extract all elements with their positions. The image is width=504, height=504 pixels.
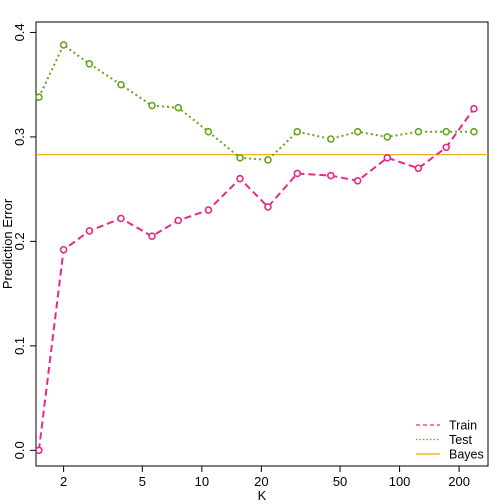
data-point-train bbox=[174, 216, 183, 225]
x-tick-label: 10 bbox=[195, 474, 209, 489]
y-tick-label: 0.2 bbox=[12, 232, 27, 250]
data-point-test bbox=[353, 127, 362, 136]
data-point-test bbox=[236, 154, 244, 162]
data-point-train bbox=[327, 171, 335, 180]
data-point-test bbox=[470, 127, 478, 136]
data-point-train bbox=[236, 174, 244, 183]
data-point-test bbox=[204, 127, 213, 136]
x-tick-label: 20 bbox=[254, 474, 268, 489]
y-tick-label: 0.0 bbox=[12, 441, 27, 459]
data-point-test bbox=[264, 156, 272, 164]
data-point-test bbox=[327, 135, 335, 143]
data-point-test bbox=[293, 127, 302, 136]
data-point-train bbox=[148, 232, 156, 240]
data-point-train bbox=[293, 169, 302, 178]
data-point-train bbox=[204, 206, 213, 214]
x-axis: 2 5 10 20 50 100 200 bbox=[60, 466, 470, 489]
data-point-train bbox=[383, 154, 392, 162]
x-tick-label: 5 bbox=[139, 474, 146, 489]
data-point-train bbox=[414, 164, 423, 173]
x-axis-label: K bbox=[258, 488, 267, 503]
series-line-train bbox=[37, 108, 475, 451]
x-tick-label: 100 bbox=[389, 474, 411, 489]
data-point-train bbox=[59, 245, 68, 254]
data-point-test bbox=[148, 101, 156, 110]
data-point-train bbox=[470, 104, 478, 113]
legend-label-bayes: Bayes bbox=[449, 448, 484, 462]
x-tick-label: 2 bbox=[60, 474, 67, 489]
data-point-test bbox=[442, 127, 451, 136]
data-point-test bbox=[414, 127, 423, 136]
data-point-train bbox=[117, 214, 125, 223]
data-point-train bbox=[442, 143, 451, 152]
series-line-test bbox=[37, 43, 474, 161]
data-point-train bbox=[353, 176, 362, 185]
y-axis: 0.0 0.1 0.2 0.3 0.4 bbox=[12, 23, 36, 459]
plot-frame bbox=[35, 21, 489, 467]
data-point-test bbox=[174, 103, 183, 112]
legend-label-test: Test bbox=[449, 433, 472, 447]
y-tick-label: 0.1 bbox=[12, 337, 27, 355]
data-point-test bbox=[117, 80, 125, 89]
x-tick-label: 50 bbox=[333, 474, 347, 489]
data-point-train bbox=[85, 227, 94, 235]
data-point-test bbox=[85, 59, 94, 68]
y-tick-label: 0.3 bbox=[12, 128, 27, 146]
y-axis-label: Prediction Error bbox=[0, 198, 15, 289]
data-point-train bbox=[264, 203, 272, 211]
data-point-test bbox=[59, 41, 68, 49]
data-point-train bbox=[35, 446, 43, 455]
data-point-test bbox=[35, 93, 43, 102]
legend-label-train: Train bbox=[449, 419, 477, 433]
y-tick-label: 0.4 bbox=[12, 23, 27, 41]
x-tick-label: 200 bbox=[448, 474, 470, 489]
data-point-test bbox=[383, 133, 392, 141]
